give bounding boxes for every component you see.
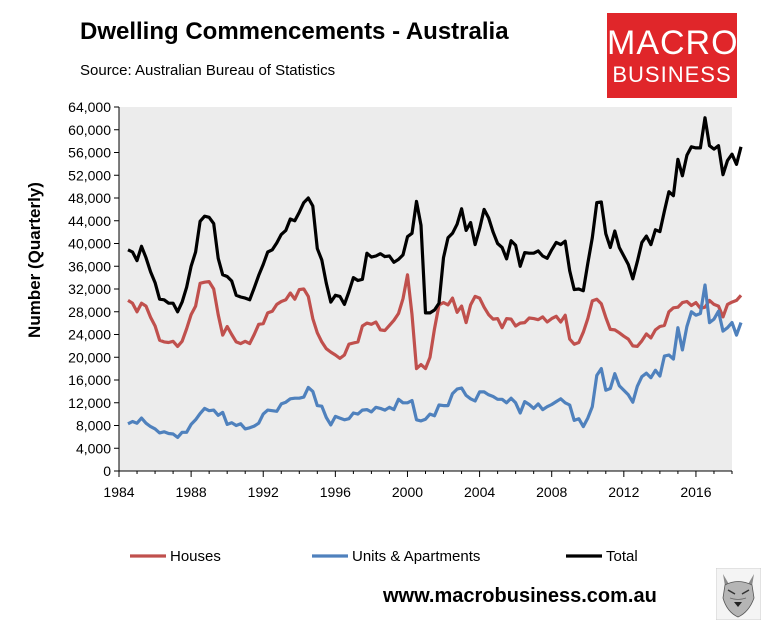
logo-line-business: BUSINESS	[612, 62, 732, 87]
y-tick-label: 64,000	[68, 99, 111, 115]
x-axis: 1984 1988 1992 1996 2000 2004 2008 2012 2016	[103, 470, 733, 500]
y-tick-label: 4,000	[76, 440, 111, 456]
x-tick-label: 2000	[392, 484, 423, 500]
y-tick-label: 16,000	[68, 372, 111, 388]
series-lines	[127, 116, 743, 439]
legend-label: Houses	[170, 548, 221, 565]
chart-title: Dwelling Commencements - Australia	[80, 18, 509, 45]
x-tick-label: 2008	[536, 484, 567, 500]
wolf-mascot-icon	[716, 568, 761, 620]
y-tick-label: 44,000	[68, 213, 111, 229]
legend-label: Total	[606, 548, 638, 565]
series-line-houses	[127, 273, 743, 371]
logo-line-macro: MACRO	[607, 24, 739, 62]
y-tick-label: 56,000	[68, 145, 111, 161]
y-axis: 0 4,000 8,000 12,000 16,000 20,000 24,000 28,00…	[68, 99, 120, 479]
y-tick-label: 40,000	[68, 236, 111, 252]
y-tick-label: 36,000	[68, 258, 111, 274]
y-tick-label: 28,000	[68, 304, 111, 320]
x-tick-label: 1996	[320, 484, 351, 500]
x-tick-label: 1992	[248, 484, 279, 500]
x-tick-label: 1984	[103, 484, 134, 500]
y-tick-label: 24,000	[68, 327, 111, 343]
y-tick-label: 52,000	[68, 167, 111, 183]
y-tick-label: 32,000	[68, 281, 111, 297]
x-tick-label: 2004	[464, 484, 495, 500]
y-tick-label: 12,000	[68, 395, 111, 411]
y-tick-label: 20,000	[68, 349, 111, 365]
series-line-total	[127, 116, 743, 315]
y-tick-label: 8,000	[76, 418, 111, 434]
website-url: www.macrobusiness.com.au	[383, 585, 657, 607]
legend-label: Units & Apartments	[352, 548, 480, 565]
legend: Houses Units & Apartments Total	[130, 548, 638, 565]
chart-source: Source: Australian Bureau of Statistics	[80, 62, 336, 79]
x-tick-label: 2016	[680, 484, 711, 500]
x-tick-label: 2012	[608, 484, 639, 500]
y-tick-label: 48,000	[68, 190, 111, 206]
macrobusiness-logo: MACRO BUSINESS	[607, 13, 739, 98]
y-tick-label: 60,000	[68, 122, 111, 138]
series-line-units-apartments	[127, 283, 743, 439]
x-tick-label: 1988	[176, 484, 207, 500]
y-tick-label: 0	[103, 463, 111, 479]
